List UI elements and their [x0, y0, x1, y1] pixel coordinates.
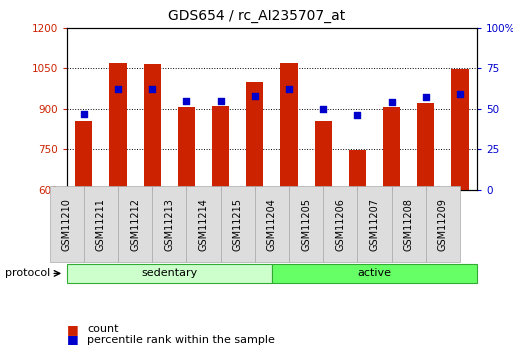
Bar — [75, 121, 92, 190]
Text: GDS654 / rc_AI235707_at: GDS654 / rc_AI235707_at — [168, 9, 345, 23]
Point — [456, 91, 464, 97]
Bar — [383, 107, 400, 190]
Text: GSM11208: GSM11208 — [404, 198, 413, 251]
Text: percentile rank within the sample: percentile rank within the sample — [87, 335, 275, 345]
Bar — [212, 106, 229, 190]
Point — [216, 98, 225, 104]
Text: protocol: protocol — [5, 268, 50, 278]
Point — [251, 93, 259, 98]
Point — [319, 106, 327, 111]
Bar — [349, 150, 366, 190]
Bar — [178, 107, 195, 190]
Text: sedentary: sedentary — [141, 268, 198, 278]
Text: GSM11210: GSM11210 — [62, 198, 72, 251]
Bar — [246, 82, 263, 190]
Text: GSM11209: GSM11209 — [438, 198, 448, 251]
Text: count: count — [87, 325, 119, 334]
Text: ■: ■ — [67, 333, 78, 345]
Text: GSM11215: GSM11215 — [233, 198, 243, 251]
Text: active: active — [358, 268, 391, 278]
Point — [80, 111, 88, 116]
Text: GSM11207: GSM11207 — [369, 198, 380, 251]
Text: GSM11211: GSM11211 — [96, 198, 106, 251]
Text: GSM11205: GSM11205 — [301, 198, 311, 251]
Bar — [451, 69, 468, 190]
Point — [387, 99, 396, 105]
Point — [353, 112, 362, 118]
Text: GSM11214: GSM11214 — [199, 198, 208, 251]
Text: GSM11206: GSM11206 — [336, 198, 345, 251]
Text: GSM11204: GSM11204 — [267, 198, 277, 251]
Point — [422, 95, 430, 100]
Bar — [417, 103, 435, 190]
Text: GSM11212: GSM11212 — [130, 198, 140, 251]
Bar — [314, 121, 332, 190]
Point — [114, 87, 122, 92]
Bar — [109, 63, 127, 190]
Point — [182, 98, 190, 104]
Text: ■: ■ — [67, 323, 78, 336]
Point — [285, 87, 293, 92]
Bar — [144, 64, 161, 190]
Text: GSM11213: GSM11213 — [164, 198, 174, 251]
Point — [148, 87, 156, 92]
Bar — [281, 63, 298, 190]
